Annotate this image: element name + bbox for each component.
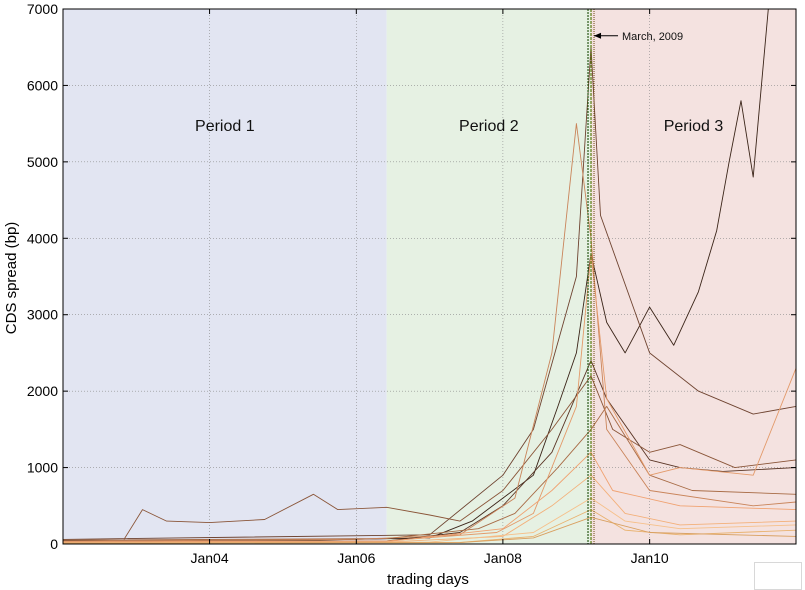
series-line-5 bbox=[62, 405, 797, 541]
y-tick-label: 6000 bbox=[27, 77, 58, 93]
x-tick-label: Jan08 bbox=[484, 550, 522, 566]
y-axis-title: CDS spread (bp) bbox=[3, 222, 20, 335]
series-line-9 bbox=[62, 474, 797, 543]
series-line-12 bbox=[62, 516, 797, 544]
axis-ticks: 0 1000 2000 3000 4000 5000 6000 7000 Jan04 Jan06 J… bbox=[27, 1, 796, 566]
y-tick-label: 4000 bbox=[27, 230, 58, 246]
series-line-1 bbox=[62, 8, 769, 542]
annotation-text: March, 2009 bbox=[622, 31, 683, 43]
x-tick-label: Jan10 bbox=[631, 550, 669, 566]
y-tick-label: 3000 bbox=[27, 307, 58, 323]
plot-frame bbox=[62, 8, 797, 545]
x-axis-title: trading days bbox=[387, 571, 469, 588]
period-labels: Period 1 Period 2 Period 3 bbox=[195, 118, 723, 135]
series-lines bbox=[62, 8, 797, 544]
y-tick-label: 2000 bbox=[27, 383, 58, 399]
y-tick-label: 7000 bbox=[27, 1, 58, 17]
series-line-4 bbox=[123, 375, 797, 540]
annotation-arrow-head bbox=[594, 32, 602, 39]
series-line-8 bbox=[62, 451, 797, 543]
annotation: March, 2009 bbox=[594, 31, 683, 43]
period-band-1 bbox=[63, 9, 387, 544]
period-band-3 bbox=[591, 9, 796, 544]
period-label-2: Period 2 bbox=[459, 118, 519, 135]
grid-lines bbox=[63, 9, 796, 544]
period-label-1: Period 1 bbox=[195, 118, 255, 135]
series-line-6 bbox=[62, 123, 797, 542]
corner-box bbox=[754, 562, 802, 590]
period-label-3: Period 3 bbox=[664, 118, 724, 135]
y-tick-label: 0 bbox=[50, 536, 58, 552]
x-tick-label: Jan04 bbox=[190, 550, 228, 566]
y-tick-label: 5000 bbox=[27, 154, 58, 170]
x-tick-label: Jan06 bbox=[337, 550, 375, 566]
y-tick-label: 1000 bbox=[27, 460, 58, 476]
period-bands bbox=[63, 9, 796, 544]
march-2009-markers bbox=[587, 9, 595, 544]
